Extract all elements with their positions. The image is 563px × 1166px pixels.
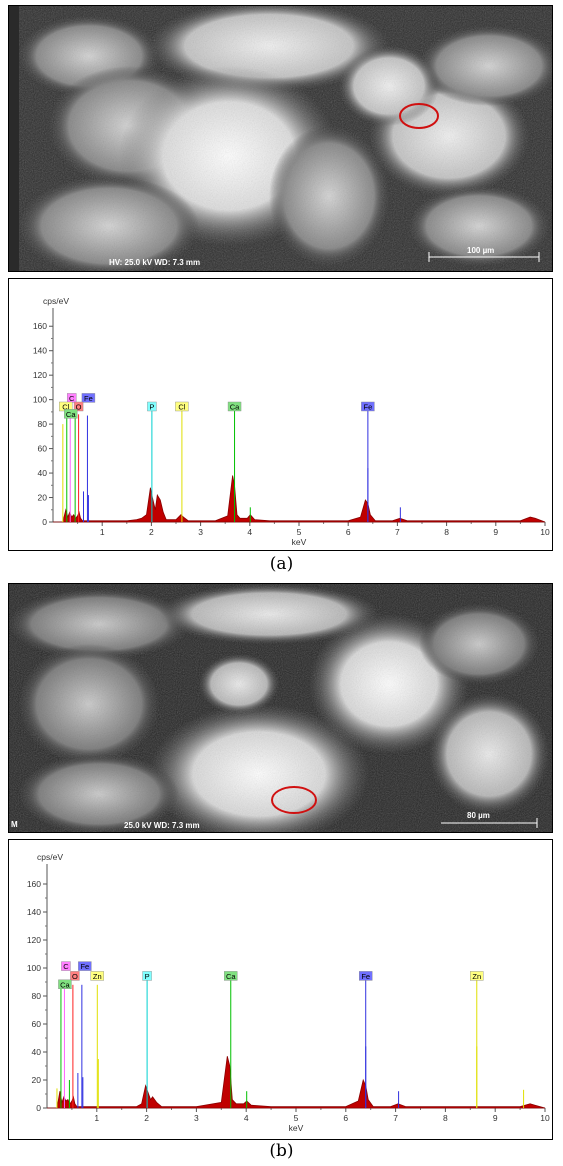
element-label: Cl [178, 402, 185, 411]
caption-b: (b) [269, 1141, 294, 1161]
element-label: Fe [361, 972, 370, 981]
element-label: P [145, 972, 150, 981]
sem-info-b: 25.0 kV WD: 7.3 mm [124, 821, 200, 830]
eds-spectrum-b: 0 20 40 60 80 100 120 140 160 1 2 3 4 5 6 7 8 9 10 cps/eV ke… [8, 839, 553, 1140]
element-label-box [361, 401, 375, 412]
x-tick-label: 7 [393, 1113, 398, 1123]
sem-micrograph-a: HV: 25.0 kV WD: 7.3 mm 100 µm [9, 6, 552, 271]
x-tick-label: 8 [444, 527, 449, 537]
element-label-box [61, 961, 71, 971]
element-label: Cl [62, 402, 69, 411]
element-label: C [69, 394, 75, 403]
y-tick-label: 40 [32, 1047, 42, 1057]
x-tick-label: 1 [94, 1113, 99, 1123]
eds-chart-a: 0 20 40 60 80 100 120 140 160 1 2 3 4 5 6 7 8 9 10 cps/eV ke… [33, 296, 550, 547]
y-tick-label: 100 [33, 395, 47, 405]
scale-bar-label-b: 80 µm [467, 811, 490, 820]
y-tick-label: 100 [27, 963, 41, 973]
y-tick-label: 40 [38, 468, 48, 478]
element-label: Ca [226, 972, 236, 981]
element-label-box [224, 971, 238, 981]
sem-info-left-b: M [11, 820, 18, 829]
chart-axes: 0 20 40 60 80 100 120 140 160 1 2 3 4 5 6 7 8 9 10 cps/eV ke… [33, 296, 550, 547]
element-label: Fe [363, 402, 372, 411]
x-tick-label: 10 [540, 1113, 550, 1123]
sem-image-a: HV: 25.0 kV WD: 7.3 mm 100 µm [8, 5, 553, 272]
analysis-region-marker [271, 786, 317, 814]
x-tick-label: 8 [443, 1113, 448, 1123]
y-tick-label: 160 [27, 879, 41, 889]
element-label: O [72, 972, 78, 981]
spectrum-area [53, 475, 546, 523]
spectrum-area [47, 1056, 546, 1109]
x-tick-label: 9 [493, 527, 498, 537]
element-label-box [359, 971, 373, 981]
eds-spectrum-a: 0 20 40 60 80 100 120 140 160 1 2 3 4 5 6 7 8 9 10 cps/eV ke… [8, 278, 553, 551]
chart-axes: 0 20 40 60 80 100 120 140 160 1 2 3 4 5 6 7 8 9 10 cps/eV ke… [27, 852, 550, 1133]
sem-image-b: M 25.0 kV WD: 7.3 mm 80 µm [8, 583, 553, 833]
element-label-box [58, 979, 72, 990]
eds-chart-b: 0 20 40 60 80 100 120 140 160 1 2 3 4 5 6 7 8 9 10 cps/eV ke… [27, 852, 550, 1133]
element-label-box [175, 401, 189, 412]
y-tick-label: 140 [33, 346, 47, 356]
element-label-box [470, 971, 484, 981]
x-tick-label: 6 [346, 527, 351, 537]
sem-micrograph-b: M 25.0 kV WD: 7.3 mm 80 µm [9, 584, 552, 832]
element-label-box [227, 401, 242, 412]
y-axis-label: cps/eV [37, 852, 63, 862]
x-tick-label: 4 [244, 1113, 249, 1123]
element-label-box [90, 971, 104, 981]
element-label: Ca [66, 410, 76, 419]
y-tick-label: 120 [33, 370, 47, 380]
x-tick-label: 7 [395, 527, 400, 537]
element-label: Ca [60, 980, 70, 989]
element-label-box [81, 393, 96, 403]
element-label: Fe [84, 394, 93, 403]
x-axis-label: keV [289, 1123, 304, 1133]
x-tick-label: 2 [144, 1113, 149, 1123]
element-label-box [142, 971, 152, 981]
y-tick-label: 20 [32, 1075, 42, 1085]
element-label: O [76, 402, 82, 411]
y-tick-label: 0 [36, 1103, 41, 1113]
y-axis-label: cps/eV [43, 296, 69, 306]
element-label-box [64, 409, 78, 419]
element-label-box [73, 401, 84, 412]
y-tick-label: 140 [27, 907, 41, 917]
y-tick-label: 20 [38, 493, 48, 503]
element-label: Fe [80, 962, 89, 971]
y-tick-label: 80 [32, 991, 42, 1001]
x-tick-label: 10 [540, 527, 550, 537]
y-tick-label: 60 [32, 1019, 42, 1029]
y-tick-label: 0 [42, 517, 47, 527]
element-label: C [63, 962, 69, 971]
scale-bar-label-a: 100 µm [467, 246, 494, 255]
x-tick-label: 9 [493, 1113, 498, 1123]
element-label: Zn [93, 972, 102, 981]
x-tick-label: 2 [149, 527, 154, 537]
element-label-box [70, 971, 80, 981]
caption-a: (a) [269, 554, 294, 574]
x-tick-label: 3 [198, 527, 203, 537]
element-label: P [149, 402, 154, 411]
element-label: Ca [230, 402, 240, 411]
element-label-box [147, 401, 157, 412]
y-tick-label: 60 [38, 444, 48, 454]
x-tick-label: 6 [343, 1113, 348, 1123]
element-label-box [78, 961, 92, 971]
sem-info-a: HV: 25.0 kV WD: 7.3 mm [109, 258, 200, 267]
element-label: Zn [472, 972, 481, 981]
x-tick-label: 1 [100, 527, 105, 537]
y-tick-label: 80 [38, 419, 48, 429]
y-tick-label: 160 [33, 321, 47, 331]
x-tick-label: 4 [247, 527, 252, 537]
x-axis-label: keV [292, 537, 307, 547]
analysis-region-marker [399, 103, 439, 129]
x-tick-label: 5 [294, 1113, 299, 1123]
x-tick-label: 3 [194, 1113, 199, 1123]
y-tick-label: 120 [27, 935, 41, 945]
x-tick-label: 5 [297, 527, 302, 537]
